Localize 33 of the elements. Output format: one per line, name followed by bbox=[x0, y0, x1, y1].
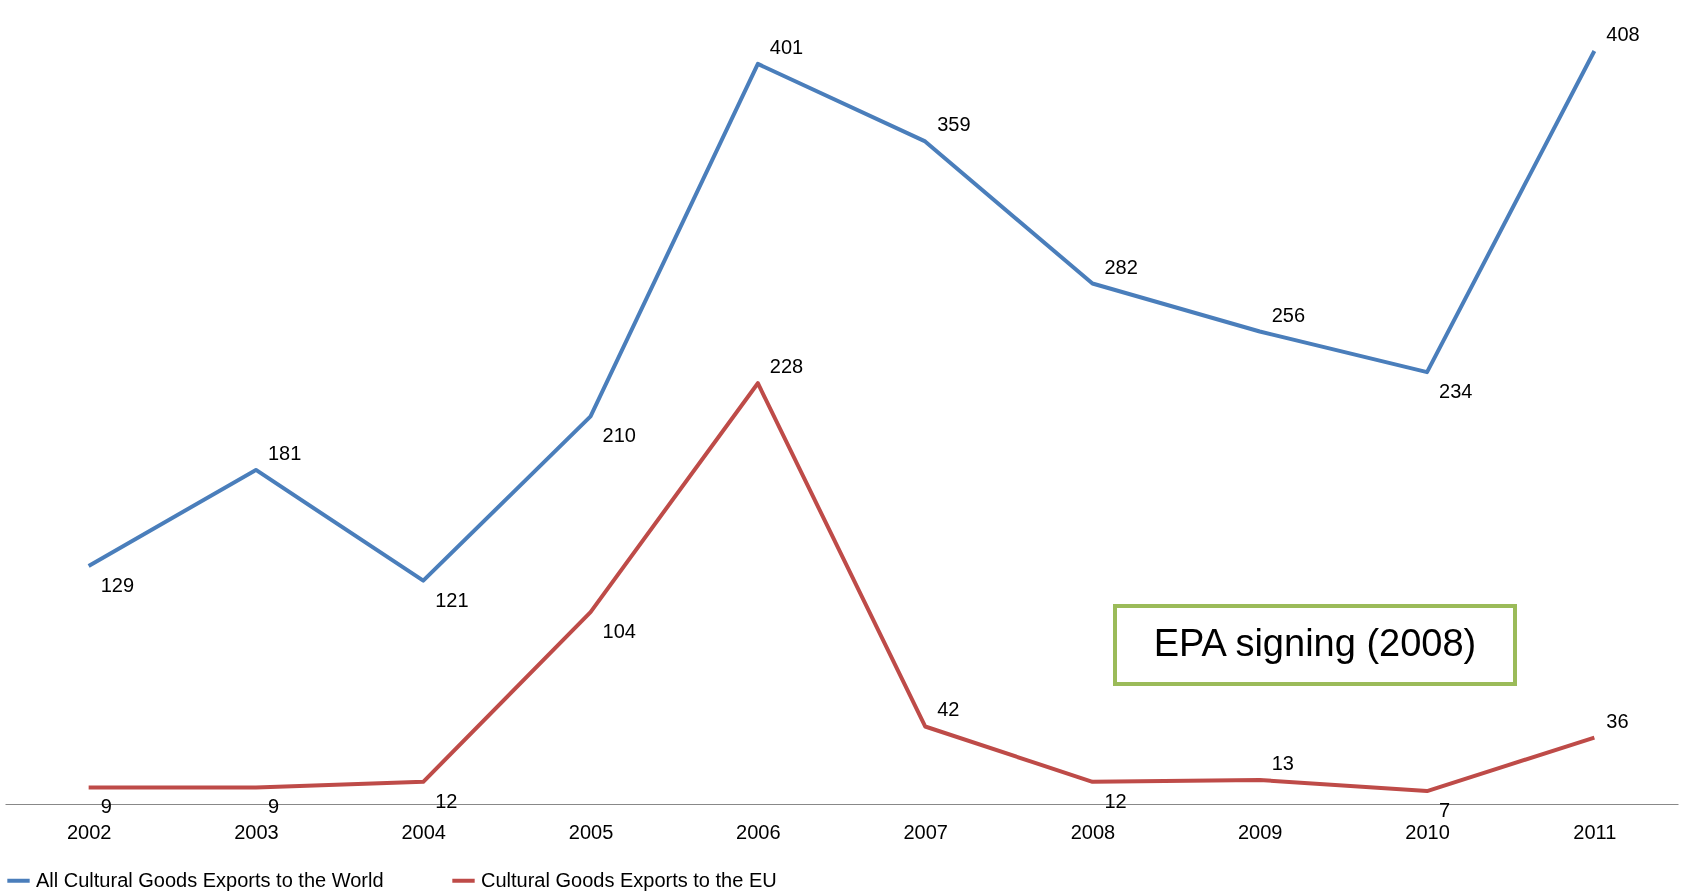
data-label: 408 bbox=[1606, 23, 1640, 45]
x-tick-label: 2003 bbox=[234, 820, 279, 843]
x-tick-label: 2004 bbox=[401, 820, 446, 843]
data-label: 104 bbox=[602, 620, 636, 643]
x-tick-label: 2011 bbox=[1573, 820, 1617, 843]
x-tick-label: 2009 bbox=[1238, 820, 1283, 843]
data-label: 121 bbox=[435, 588, 469, 611]
data-label: 42 bbox=[937, 698, 960, 721]
x-tick-label: 2007 bbox=[903, 820, 948, 843]
data-label: 7 bbox=[1439, 799, 1451, 822]
legend-label: All Cultural Goods Exports to the World bbox=[36, 868, 384, 891]
data-label: 228 bbox=[769, 355, 804, 378]
x-tick-label: 2005 bbox=[568, 820, 614, 843]
data-label: 9 bbox=[267, 795, 280, 818]
data-label: 401 bbox=[769, 35, 804, 58]
data-label: 13 bbox=[1271, 752, 1294, 775]
data-label: 282 bbox=[1104, 255, 1138, 278]
data-label: 12 bbox=[1104, 789, 1127, 812]
annotation: EPA signing (2008) bbox=[1153, 622, 1477, 664]
data-label: 210 bbox=[602, 424, 636, 447]
data-label: 9 bbox=[100, 795, 112, 818]
data-label: 181 bbox=[267, 441, 302, 464]
data-label: 12 bbox=[435, 789, 458, 812]
x-tick-label: 2002 bbox=[66, 820, 112, 843]
data-label: 129 bbox=[100, 573, 135, 596]
x-tick-label: 2006 bbox=[736, 820, 781, 843]
data-label: 359 bbox=[937, 113, 971, 136]
data-label: 36 bbox=[1606, 709, 1629, 732]
data-label: 256 bbox=[1271, 303, 1306, 326]
x-tick-label: 2010 bbox=[1405, 820, 1450, 843]
legend-label: Cultural Goods Exports to the EU bbox=[481, 868, 777, 891]
x-tick-label: 2008 bbox=[1070, 820, 1116, 843]
data-label: 234 bbox=[1439, 380, 1473, 403]
